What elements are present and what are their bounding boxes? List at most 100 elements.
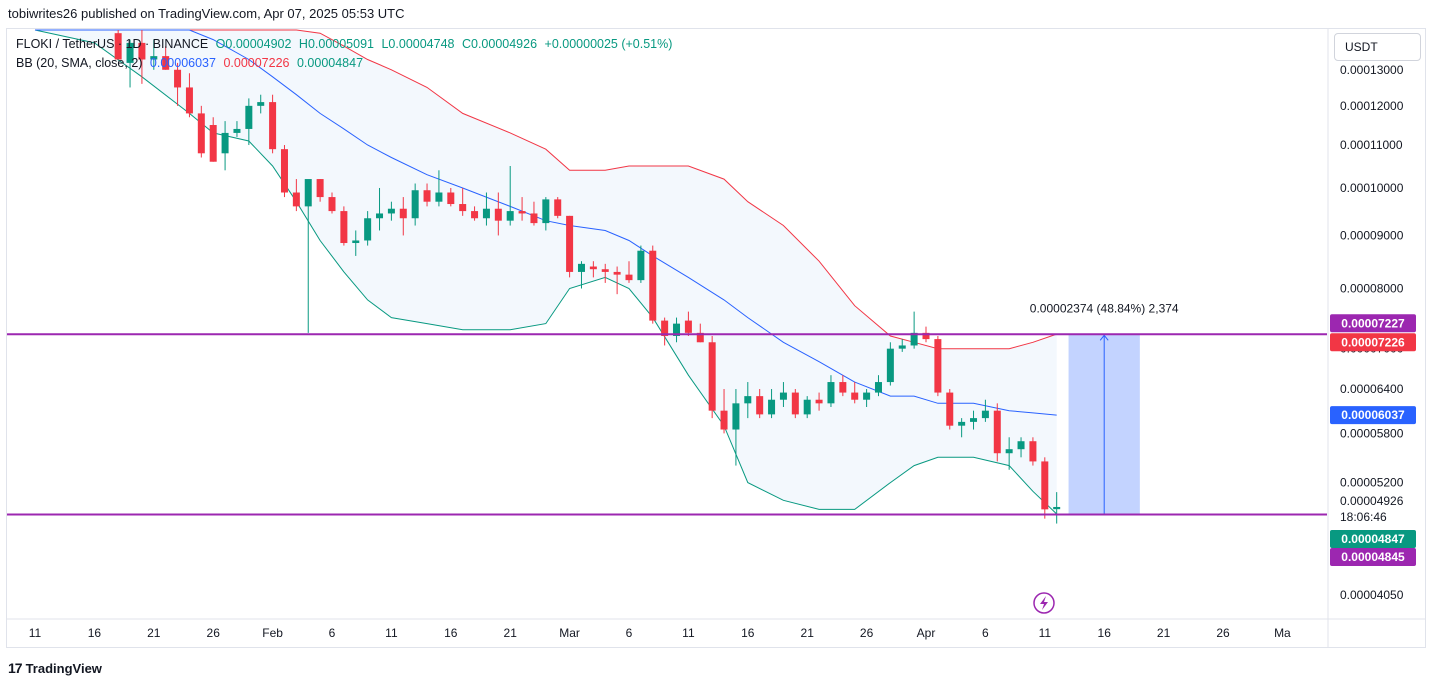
legend-symbol[interactable]: FLOKI / TetherUS · 1D · BINANCE	[16, 37, 209, 51]
candle[interactable]	[554, 197, 562, 219]
candle[interactable]	[661, 317, 669, 346]
candle[interactable]	[114, 30, 122, 60]
candle[interactable]	[649, 245, 657, 324]
candle[interactable]	[625, 261, 633, 283]
candle[interactable]	[910, 311, 918, 349]
bb-basis-price-tag-text: 0.00006037	[1341, 408, 1405, 422]
candle[interactable]	[542, 197, 550, 231]
candle-body	[364, 218, 372, 241]
hline-bottom-price-tag[interactable]: 0.00004845	[1330, 547, 1416, 566]
candle[interactable]	[577, 261, 585, 289]
candle[interactable]	[352, 230, 360, 256]
candle[interactable]	[744, 382, 752, 419]
candle[interactable]	[447, 187, 455, 207]
candle[interactable]	[1017, 437, 1025, 458]
candle[interactable]	[126, 39, 134, 88]
candle[interactable]	[779, 382, 787, 407]
legend-bb-label[interactable]: BB (20, SMA, close, 2)	[16, 56, 143, 70]
candle[interactable]	[886, 342, 894, 386]
candle[interactable]	[364, 211, 372, 246]
candle[interactable]	[1053, 492, 1061, 524]
candle[interactable]	[494, 192, 502, 236]
candle[interactable]	[898, 339, 906, 352]
candle[interactable]	[423, 183, 431, 207]
candle[interactable]	[530, 201, 538, 226]
candle[interactable]	[162, 46, 170, 70]
candle[interactable]	[221, 121, 229, 171]
bb-lower-price-tag[interactable]: 0.00004847	[1330, 529, 1416, 548]
candle[interactable]	[328, 192, 336, 214]
candle[interactable]	[946, 389, 954, 430]
lightning-icon[interactable]	[1033, 592, 1055, 614]
candle-body	[851, 392, 859, 400]
candle[interactable]	[245, 98, 253, 146]
candle[interactable]	[387, 201, 395, 221]
candle[interactable]	[471, 206, 479, 221]
candle[interactable]	[684, 311, 692, 336]
candle[interactable]	[791, 389, 799, 419]
candle[interactable]	[376, 187, 384, 231]
candle[interactable]	[435, 170, 443, 207]
candle[interactable]	[732, 389, 740, 466]
candle[interactable]	[874, 375, 882, 397]
candle[interactable]	[269, 94, 277, 154]
candle[interactable]	[257, 94, 265, 114]
candle-body	[637, 250, 645, 281]
candle[interactable]	[340, 206, 348, 246]
candle[interactable]	[993, 403, 1001, 462]
candle[interactable]	[411, 183, 419, 226]
candle[interactable]	[803, 396, 811, 419]
candle[interactable]	[316, 179, 324, 202]
candle[interactable]	[209, 117, 217, 162]
candle[interactable]	[981, 399, 989, 422]
candle[interactable]	[185, 73, 193, 118]
candle[interactable]	[482, 192, 490, 226]
candle[interactable]	[1029, 437, 1037, 466]
hline-top-price-tag[interactable]: 0.00007227	[1330, 314, 1416, 333]
candle[interactable]	[708, 335, 716, 419]
candle[interactable]	[506, 165, 514, 226]
candle[interactable]	[589, 261, 597, 278]
candle[interactable]	[138, 30, 146, 84]
bb-basis-price-tag[interactable]: 0.00006037	[1330, 406, 1416, 425]
candle[interactable]	[601, 263, 609, 283]
candle[interactable]	[174, 62, 182, 106]
candle-body	[649, 250, 657, 321]
candle[interactable]	[613, 266, 621, 295]
candle[interactable]	[768, 389, 776, 419]
candle[interactable]	[827, 375, 835, 407]
candle[interactable]	[566, 215, 574, 278]
candle-body	[993, 410, 1001, 454]
footer-brand[interactable]: 17 TradingView	[8, 660, 102, 676]
candle[interactable]	[150, 39, 158, 70]
candle[interactable]	[233, 121, 241, 137]
candle[interactable]	[637, 245, 645, 283]
currency-selector[interactable]: USDT	[1334, 33, 1421, 61]
candle[interactable]	[673, 317, 681, 343]
candle[interactable]	[280, 145, 288, 198]
candle[interactable]	[696, 323, 704, 343]
candle[interactable]	[934, 335, 942, 397]
candle[interactable]	[399, 197, 407, 236]
candle[interactable]	[1005, 437, 1013, 470]
candle[interactable]	[756, 389, 764, 419]
candle[interactable]	[958, 418, 966, 438]
candle[interactable]	[304, 179, 312, 333]
candle[interactable]	[863, 389, 871, 407]
candle[interactable]	[292, 179, 300, 212]
candle[interactable]	[1041, 457, 1049, 519]
measure-arrow-head	[1099, 334, 1109, 341]
candle[interactable]	[815, 392, 823, 411]
price-axis-label: 0.00008000	[1340, 282, 1404, 296]
candle[interactable]	[720, 389, 728, 434]
candle[interactable]	[839, 375, 847, 397]
candle[interactable]	[459, 187, 467, 216]
candle[interactable]	[970, 410, 978, 430]
bb-upper-price-tag[interactable]: 0.00007226	[1330, 333, 1416, 352]
candle[interactable]	[518, 197, 526, 221]
footer-brand-label: TradingView	[25, 660, 102, 676]
legend-open: O0.00004902	[215, 37, 292, 51]
candle[interactable]	[851, 382, 859, 404]
candle[interactable]	[197, 105, 205, 158]
